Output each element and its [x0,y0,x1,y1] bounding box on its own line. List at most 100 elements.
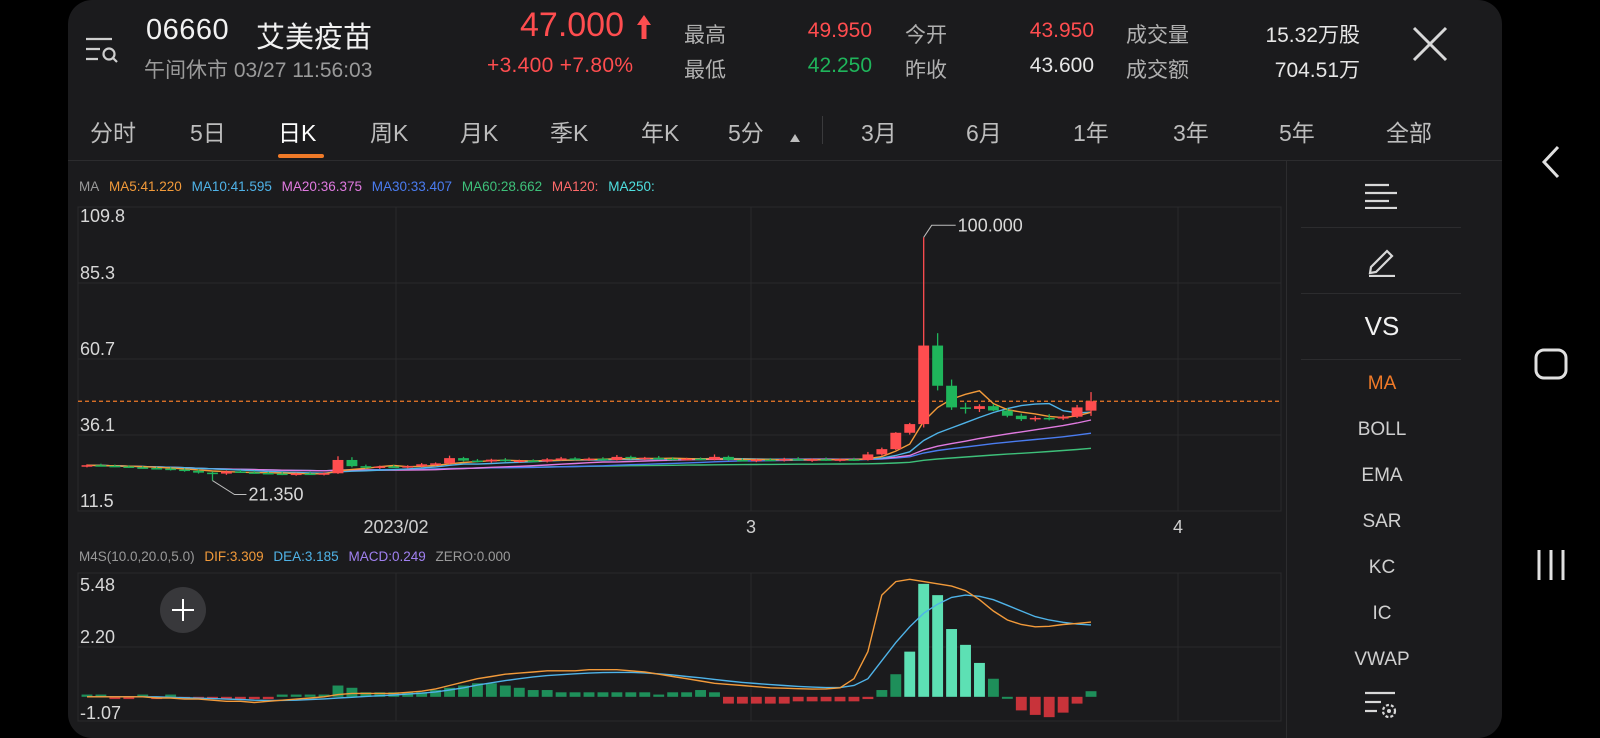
menu-search-icon[interactable] [82,30,122,70]
indicator-boll[interactable]: BOLL [1357,419,1407,440]
macd-histogram-bar [360,692,372,697]
macd-histogram-bar [541,690,553,697]
close-icon[interactable] [1408,22,1452,66]
macd-histogram-bar [318,694,330,697]
indicator-vwap[interactable]: VWAP [1354,649,1410,670]
tab-monthly-k[interactable]: 月K [460,120,499,146]
recent-apps-icon[interactable] [1536,548,1566,587]
macd-histogram-bar [625,692,637,697]
candle-body [234,471,246,473]
macd-histogram-bar [220,696,232,700]
indicator-ma[interactable]: MA [1367,373,1397,394]
high-value: 49.950 [807,19,872,42]
macd-histogram-bar [723,696,734,704]
macd-histogram-bar [736,696,748,704]
macd-histogram-bar [890,674,902,697]
tab-weekly-k[interactable]: 周K [370,120,409,146]
indicator-ic[interactable]: IC [1372,603,1392,624]
macd-histogram-bar [471,683,483,697]
dea-value: DEA:3.185 [273,549,339,564]
macd-histogram-bar [304,694,316,697]
macd-legend: M4S(10.0,20.0,5.0) DIF:3.309 DEA:3.185 M… [79,549,517,564]
macd-histogram-bar [653,694,665,697]
candle-body [569,458,581,460]
tab-6months[interactable]: 6月 [966,120,1002,146]
candle-body [709,456,720,460]
ma60-value: MA60:28.662 [461,179,543,194]
last-price: 47.000 [520,6,624,44]
macd-histogram-bar [499,685,511,697]
kline-ytick-label: 36.1 [80,415,115,435]
candle-body [1043,417,1055,420]
macd-histogram-bar [806,696,818,702]
tab-5day[interactable]: 5日 [190,120,226,146]
indicator-ema[interactable]: EMA [1361,465,1403,486]
macd-histogram-bar [444,687,455,697]
candle-body [248,472,260,474]
indicator-settings-gear-icon[interactable] [1363,689,1399,728]
candle-body [458,458,469,461]
macd-histogram-bar [332,685,344,697]
candle-body [974,406,985,409]
kline-ytick-label: 60.7 [80,339,115,359]
candle-body [541,459,553,462]
macd-histogram-bar [750,696,762,704]
chart-area[interactable]: MA MA5:41.220 MA10:41.595 MA20:36.375 MA… [68,161,1286,738]
draw-pencil-icon[interactable] [1365,243,1399,282]
low-value: 42.250 [807,54,872,77]
candle-body [764,459,776,462]
active-tab-indicator [278,154,324,158]
tab-3months[interactable]: 3月 [861,120,897,146]
candle-body [862,454,874,460]
macd-histogram-bar [820,696,832,702]
max-price-label: 100.000 [958,215,1023,235]
ma5-value: MA5:41.220 [109,179,182,194]
zero-value: ZERO:0.000 [435,549,511,564]
ma-title: MA [79,179,100,194]
macd-histogram-bar [876,690,888,697]
macd-histogram-bar [611,692,623,697]
tab-5min[interactable]: 5分 [728,120,764,146]
candle-body [81,465,93,467]
prev-close-label: 昨收 [905,59,947,82]
ma20-line [86,419,1092,472]
market-session-status: 午间休市 03/27 11:56:03 [144,59,373,82]
macd-histogram-bar [918,583,930,697]
compare-vs-button[interactable]: VS [1364,311,1400,341]
sidebar-divider [1301,359,1461,360]
macd-histogram-bar [276,694,288,697]
macd-histogram-bar [904,651,916,697]
candle-body [109,465,121,468]
stock-detail-panel: 06660 艾美疫苗 午间休市 03/27 11:56:03 47.000 +3… [68,0,1502,738]
candle-body [220,471,232,474]
candle-body [904,424,916,433]
tab-quarterly-k[interactable]: 季K [550,120,589,146]
sidebar-divider [1301,293,1461,294]
indicator-sar[interactable]: SAR [1362,511,1402,532]
tab-all[interactable]: 全部 [1386,120,1432,146]
dropdown-triangle-icon[interactable] [790,134,800,142]
macd-histogram-bar [485,683,497,697]
back-chevron-icon[interactable] [1540,144,1562,185]
kline-chart: 109.8 85.3 60.7 36.1 11.5 2023/02 3 4 100.000 21.… [77,206,1282,723]
tab-yearly-k[interactable]: 年K [641,120,680,146]
add-indicator-button[interactable] [160,587,206,633]
min-price-leader [212,480,247,496]
dea-line [87,594,1092,702]
turnover-value: 704.51万 [1274,59,1360,82]
ma20-value: MA20:36.375 [281,179,362,194]
tab-5years[interactable]: 5年 [1279,120,1315,146]
home-square-icon[interactable] [1534,348,1568,385]
min-price-label: 21.350 [248,485,303,505]
candle-body [151,468,163,470]
chart-settings-lines-icon[interactable] [1363,181,1399,214]
tab-1year[interactable]: 1年 [1073,120,1109,146]
tab-3years[interactable]: 3年 [1173,120,1209,146]
indicator-kc[interactable]: KC [1368,557,1396,578]
candle-body [262,472,274,475]
macd-histogram-bar [569,692,581,697]
tab-intraday[interactable]: 分时 [90,120,136,146]
system-navigation-bar [1502,0,1600,738]
tab-daily-k[interactable]: 日K [278,120,317,146]
candle-body [499,459,511,462]
